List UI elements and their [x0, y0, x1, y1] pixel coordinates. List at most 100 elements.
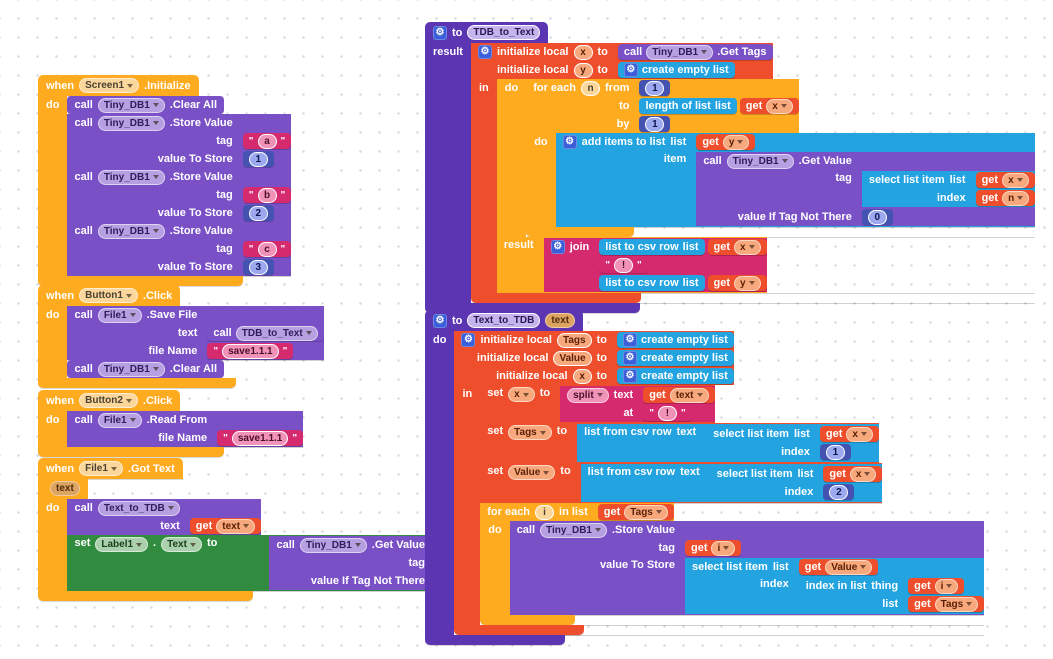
file1-dropdown[interactable]: File1 [97, 307, 142, 323]
local-var-name-value[interactable]: Value [553, 350, 592, 366]
tinydb-dropdown[interactable]: Tiny_DB1 [97, 223, 165, 239]
gear-icon[interactable]: ⚙ [550, 240, 565, 254]
block-list-to-csv-row[interactable]: list to csv row list [599, 239, 705, 255]
variable-dropdown[interactable]: x [508, 387, 535, 402]
gear-icon[interactable]: ⚙ [461, 333, 476, 347]
procedure-dropdown[interactable]: Text_to_TDB [97, 500, 180, 516]
variable-dropdown[interactable]: Value [508, 465, 556, 480]
local-var-name-y[interactable]: y [573, 62, 593, 78]
button1-dropdown[interactable]: Button1 [79, 288, 138, 303]
get-n-block[interactable]: get n [975, 190, 1036, 206]
block-when-button1-click[interactable]: when Button1 .Click do call File1 .Save Fi… [38, 285, 324, 388]
gear-icon[interactable]: ⚙ [477, 45, 492, 59]
gear-icon[interactable]: ⚙ [622, 333, 637, 347]
block-call-tinydb-storevalue-a[interactable]: call Tiny_DB1 .Store Value tag " a " value T… [67, 114, 292, 168]
local-var-name-x[interactable]: x [572, 368, 592, 384]
tinydb-dropdown[interactable]: Tiny_DB1 [299, 537, 367, 553]
variable-dropdown[interactable]: Tags [624, 504, 668, 520]
block-list-to-csv-row[interactable]: list to csv row list [599, 275, 705, 291]
block-add-items-to-list[interactable]: ⚙ add items to list list get y item call Tin… [555, 133, 1036, 227]
tinydb-dropdown[interactable]: Tiny_DB1 [97, 115, 165, 131]
get-y-block[interactable]: get y [696, 134, 756, 150]
block-call-file1-savefile[interactable]: call File1 .Save File text call TDB_to_Text… [67, 306, 324, 360]
button2-dropdown[interactable]: Button2 [79, 393, 138, 408]
block-initialize-locals-tags-value-x[interactable]: ⚙ initialize local Tags to ⚙ create empty li… [454, 331, 985, 635]
number-block[interactable]: 1 [242, 151, 274, 167]
block-when-screen1-initialize[interactable]: when Screen1 .Initialize do call Tiny_DB… [38, 75, 292, 286]
block-call-tinydb-storevalue-loop[interactable]: call Tiny_DB1 .Store Value tag get i value … [509, 521, 985, 615]
local-var-name-tags[interactable]: Tags [556, 332, 592, 348]
block-call-file1-readfrom[interactable]: call File1 .Read From file Name " save1.1.1… [67, 411, 304, 447]
block-set-tags[interactable]: set Tags to list from csv row text select l… [480, 423, 879, 463]
block-do-result[interactable]: do for each n from 1 to [496, 79, 1036, 293]
block-call-tinydb-clearall[interactable]: call Tiny_DB1 .Clear All [67, 96, 225, 114]
text-field[interactable]: c [257, 241, 277, 257]
number-field[interactable]: 2 [248, 205, 268, 221]
get-text-block[interactable]: get text [189, 518, 262, 534]
block-create-empty-list[interactable]: ⚙ create empty list [616, 350, 734, 366]
number-field[interactable]: 1 [645, 80, 665, 96]
block-list-from-csv-row[interactable]: list from csv row text select list item li… [577, 424, 879, 462]
procedure-name-field[interactable]: TDB_to_Text [467, 25, 541, 40]
block-call-tinydb-storevalue-c[interactable]: call Tiny_DB1 .Store Value tag " c " value T… [67, 222, 292, 276]
procedure-param-text[interactable]: text [545, 313, 576, 328]
variable-dropdown[interactable]: i [711, 540, 736, 556]
block-split[interactable]: split text get text at "! " [560, 386, 715, 422]
text-field[interactable]: a [257, 133, 277, 149]
block-create-empty-list[interactable]: ⚙ create empty list [616, 368, 734, 384]
variable-dropdown[interactable]: i [934, 578, 959, 594]
variable-dropdown[interactable]: x [846, 426, 873, 442]
block-select-list-item[interactable]: select list item list get x index get n [861, 171, 1036, 207]
gear-icon[interactable]: ⚙ [433, 25, 447, 40]
screen1-dropdown[interactable]: Screen1 [79, 78, 140, 93]
block-create-empty-list[interactable]: ⚙ create empty list [617, 62, 735, 78]
text-field[interactable]: save1.1.1 [231, 430, 289, 446]
file1-dropdown[interactable]: File1 [97, 412, 142, 428]
text-string-block[interactable]: "b" [242, 187, 292, 203]
number-block[interactable]: 0 [861, 209, 893, 225]
text-property-dropdown[interactable]: Text [161, 537, 202, 552]
number-field[interactable]: 2 [829, 484, 849, 500]
number-field[interactable]: 1 [825, 444, 845, 460]
number-block[interactable]: 2 [823, 484, 855, 500]
gear-icon[interactable]: ⚙ [622, 351, 637, 365]
variable-dropdown[interactable]: y [734, 275, 761, 291]
loop-var-name-n[interactable]: n [581, 80, 600, 96]
procedure-name-field[interactable]: Text_to_TDB [467, 313, 541, 328]
variable-dropdown[interactable]: x [766, 98, 793, 114]
number-field[interactable]: 1 [645, 116, 665, 132]
label1-dropdown[interactable]: Label1 [95, 537, 149, 552]
block-when-file1-gottext[interactable]: when File1 .Got Text text do call Text_to… [38, 458, 487, 601]
file1-dropdown[interactable]: File1 [79, 461, 123, 476]
block-set-value[interactable]: set Value to list from csv row text select … [480, 463, 883, 503]
text-field[interactable]: ! [614, 257, 634, 273]
number-block[interactable]: 1 [819, 444, 851, 460]
block-call-text-to-tdb[interactable]: call Text_to_TDB text get text [67, 499, 262, 535]
variable-dropdown[interactable]: y [722, 134, 750, 150]
variable-dropdown[interactable]: Tags [934, 596, 979, 612]
block-select-list-item[interactable]: select list item list get Value index inde… [684, 558, 985, 614]
block-call-tinydb-clearall[interactable]: call Tiny_DB1 .Clear All [67, 360, 225, 378]
get-x-block[interactable]: get x [823, 466, 883, 482]
gear-icon[interactable]: ⚙ [562, 135, 577, 149]
block-set-label1-text[interactable]: set Label1 . Text to call Tiny_DB1 .Get Va… [67, 535, 487, 591]
variable-dropdown[interactable]: x [1002, 172, 1029, 188]
block-when-button2-click[interactable]: when Button2 .Click do call File1 .Read Fr… [38, 390, 304, 457]
variable-dropdown[interactable]: x [849, 466, 877, 482]
get-y-block[interactable]: get y [707, 275, 767, 291]
gear-icon[interactable]: ⚙ [622, 369, 637, 383]
text-string-block[interactable]: " save1.1.1 " [207, 343, 294, 359]
get-i-block[interactable]: get i [684, 540, 742, 556]
block-length-of-list[interactable]: length of list list [639, 98, 737, 114]
number-field[interactable]: 1 [248, 151, 268, 167]
variable-dropdown[interactable]: Tags [508, 425, 552, 440]
number-block[interactable]: 3 [242, 259, 274, 275]
tinydb-dropdown[interactable]: Tiny_DB1 [97, 169, 165, 185]
text-string-block[interactable]: "! " [643, 405, 692, 421]
block-call-tinydb-getvalue[interactable]: call Tiny_DB1 .Get Value tag select list i… [696, 152, 1036, 226]
block-foreach-i[interactable]: for each i in list get Tags do call Tiny_DB1… [480, 503, 985, 625]
get-x-block[interactable]: get x [975, 172, 1035, 188]
block-join[interactable]: ⚙ join list to csv row list get x "! " [543, 238, 767, 292]
block-procdef-text-to-tdb[interactable]: ⚙ to Text_to_TDB text do ⚙ initialize loc… [425, 310, 985, 645]
block-create-empty-list[interactable]: ⚙ create empty list [616, 332, 734, 348]
